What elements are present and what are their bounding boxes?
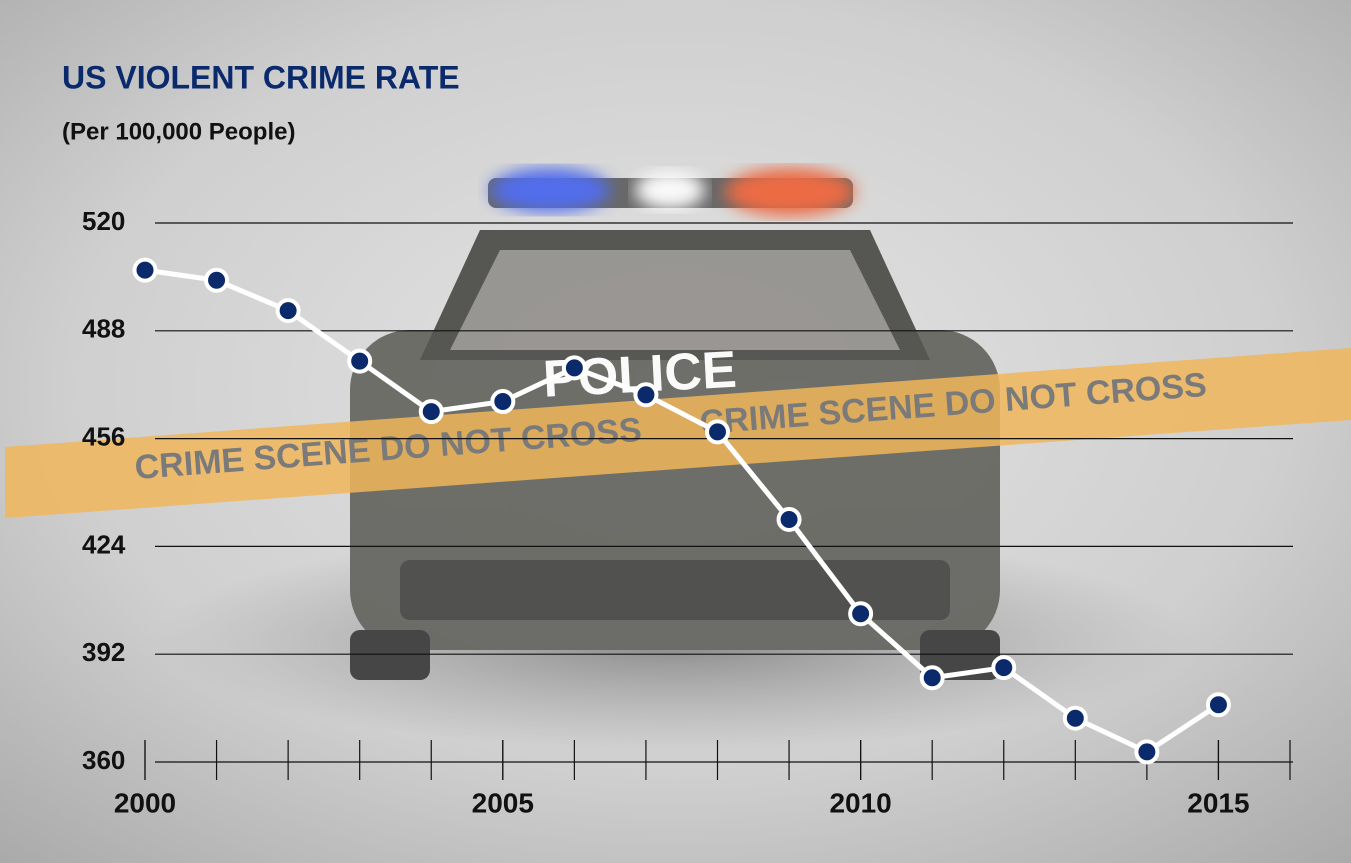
tape bbox=[5, 348, 1351, 518]
grille bbox=[400, 560, 950, 620]
y-tick-label: 424 bbox=[82, 529, 126, 559]
data-point bbox=[991, 655, 1017, 681]
data-point bbox=[633, 382, 659, 408]
data-point bbox=[347, 348, 373, 374]
data-point bbox=[204, 267, 230, 293]
data-point bbox=[132, 257, 158, 283]
x-tick-label: 2005 bbox=[472, 787, 534, 818]
chart-subtitle: (Per 100,000 People) bbox=[62, 118, 295, 145]
crime-tape: CRIME SCENE DO NOT CROSS CRIME SCENE DO … bbox=[5, 348, 1351, 518]
x-tick-label: 2015 bbox=[1187, 787, 1249, 818]
blue-light bbox=[490, 168, 610, 212]
y-tick-label: 392 bbox=[82, 637, 125, 667]
data-point bbox=[561, 355, 587, 381]
y-tick-label: 488 bbox=[82, 314, 125, 344]
data-point bbox=[705, 419, 730, 445]
y-tick-label: 456 bbox=[82, 421, 125, 451]
y-tick-label: 520 bbox=[82, 206, 125, 236]
windshield bbox=[450, 250, 900, 350]
data-point bbox=[848, 601, 874, 627]
series-line bbox=[144, 267, 1220, 755]
data-point bbox=[1134, 739, 1160, 765]
y-tick-label: 360 bbox=[82, 745, 125, 775]
x-tick-label: 2000 bbox=[114, 787, 176, 818]
data-point bbox=[275, 298, 301, 324]
data-point bbox=[1062, 705, 1088, 731]
wheel bbox=[920, 630, 1000, 680]
chart-title: US VIOLENT CRIME RATE bbox=[62, 59, 460, 95]
red-light bbox=[725, 168, 855, 216]
data-point bbox=[418, 399, 444, 425]
data-point bbox=[776, 506, 802, 532]
data-point bbox=[919, 665, 945, 691]
wheel bbox=[350, 630, 430, 680]
white-light bbox=[635, 170, 705, 210]
data-point bbox=[1205, 692, 1231, 718]
data-point bbox=[490, 389, 516, 415]
x-tick-label: 2010 bbox=[829, 787, 891, 818]
